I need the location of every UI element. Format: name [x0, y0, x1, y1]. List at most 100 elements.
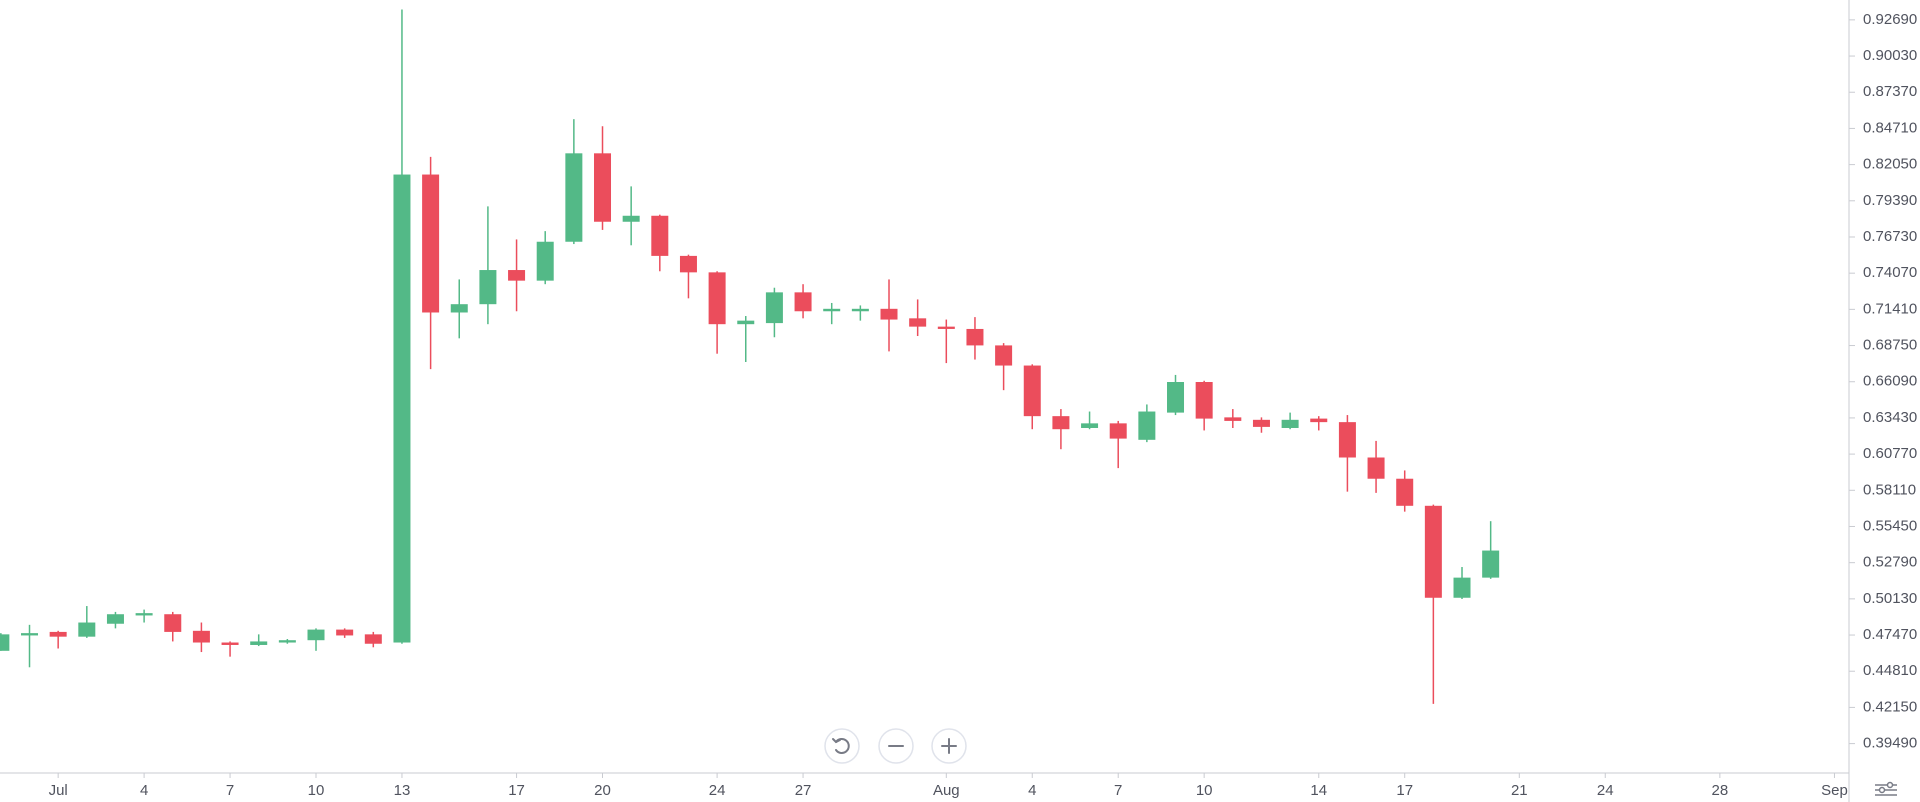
- candle-body: [1023, 365, 1041, 417]
- settings-button[interactable]: [1875, 781, 1897, 796]
- x-tick-label: 27: [795, 782, 812, 799]
- candle-body: [1338, 422, 1356, 458]
- candle-body: [336, 629, 354, 636]
- x-tick-label: 4: [140, 782, 148, 799]
- reset-arrow: [832, 738, 841, 744]
- candle-body: [1453, 577, 1471, 598]
- x-tick-label: 14: [1310, 782, 1327, 799]
- candle-body: [250, 641, 268, 645]
- y-tick-label: 0.39490: [1863, 735, 1917, 752]
- plot-area: 0.39490 0.42150 0.44810 0.47470 0.50130 0.527…: [0, 9, 1917, 799]
- x-tick-label: 20: [594, 782, 611, 799]
- candle-body: [622, 215, 640, 222]
- settings-knob: [1878, 786, 1886, 794]
- candle-body: [1195, 382, 1213, 419]
- y-tick-label: 0.60770: [1863, 445, 1917, 462]
- candle-body: [565, 153, 583, 242]
- y-tick-label: 0.74070: [1863, 264, 1917, 281]
- candle-body: [21, 633, 39, 636]
- candle-body: [909, 318, 927, 327]
- candle-body: [422, 174, 440, 313]
- candle-body: [192, 630, 210, 643]
- candle-body: [708, 272, 726, 325]
- candle-body: [0, 634, 10, 651]
- x-tick-label: Jul: [49, 782, 68, 799]
- y-tick-label: 0.42150: [1863, 698, 1917, 715]
- candle-body: [479, 270, 497, 305]
- candle-body: [1224, 417, 1242, 421]
- candle-body: [1396, 478, 1414, 506]
- candle-body: [851, 308, 869, 312]
- candle-body: [307, 629, 325, 641]
- reset-button-circle[interactable]: [824, 728, 860, 764]
- y-tick-label: 0.66090: [1863, 373, 1917, 390]
- y-tick-label: 0.82050: [1863, 156, 1917, 173]
- y-tick-label: 0.71410: [1863, 300, 1917, 317]
- candle-body: [164, 614, 182, 632]
- candle-body: [1052, 416, 1070, 430]
- settings-knob: [1886, 781, 1894, 789]
- y-tick-label: 0.47470: [1863, 626, 1917, 643]
- zoom-out-button[interactable]: [878, 728, 914, 764]
- candle-body: [1310, 418, 1328, 423]
- zoom-in-button[interactable]: [931, 728, 967, 764]
- candle-body: [221, 642, 239, 645]
- candle-body: [278, 640, 296, 643]
- y-tick-label: 0.68750: [1863, 337, 1917, 354]
- x-tick-label: 10: [1196, 782, 1213, 799]
- candle-body: [880, 308, 898, 320]
- x-tick-label: 28: [1712, 782, 1729, 799]
- candle-body: [1482, 550, 1500, 578]
- y-tick-label: 0.63430: [1863, 409, 1917, 426]
- candle-body: [1138, 411, 1156, 440]
- y-tick-label: 0.84710: [1863, 119, 1917, 136]
- candle-body: [1367, 457, 1385, 479]
- candle-body: [651, 215, 669, 256]
- candle-body: [450, 304, 468, 313]
- candle-body: [823, 308, 841, 312]
- candle-body: [1081, 423, 1099, 428]
- candle-body: [1424, 505, 1442, 598]
- x-tick-label: 17: [1396, 782, 1413, 799]
- y-tick-label: 0.90030: [1863, 47, 1917, 64]
- candle-body: [393, 174, 411, 643]
- candle-body: [594, 153, 612, 222]
- candle-body: [1252, 419, 1270, 427]
- candle-body: [536, 241, 554, 281]
- candle-body: [78, 622, 96, 637]
- candle-body: [135, 613, 153, 616]
- x-tick-label: Aug: [933, 782, 960, 799]
- x-tick-label: 21: [1511, 782, 1528, 799]
- x-tick-label: 7: [226, 782, 234, 799]
- x-tick-label: 13: [394, 782, 411, 799]
- y-tick-label: 0.92690: [1863, 11, 1917, 28]
- reset-button[interactable]: [824, 728, 860, 764]
- y-tick-label: 0.52790: [1863, 554, 1917, 571]
- y-tick-label: 0.44810: [1863, 662, 1917, 679]
- candle-body: [995, 345, 1013, 366]
- y-tick-label: 0.87370: [1863, 83, 1917, 100]
- x-tick-label: 24: [1597, 782, 1614, 799]
- candle-body: [679, 255, 697, 273]
- x-tick-label: 17: [508, 782, 525, 799]
- candle-body: [1167, 382, 1185, 413]
- candle-body: [765, 292, 783, 324]
- x-tick-label: 4: [1028, 782, 1036, 799]
- y-tick-label: 0.79390: [1863, 192, 1917, 209]
- y-tick-label: 0.58110: [1863, 481, 1916, 498]
- candle-body: [794, 292, 812, 312]
- x-tick-label: Sep: [1821, 782, 1848, 799]
- candle-body: [966, 328, 984, 346]
- candle-body: [1109, 423, 1127, 439]
- candle-body: [1281, 419, 1299, 428]
- candle-body: [737, 320, 755, 325]
- candle-body: [937, 326, 955, 329]
- x-tick-label: 24: [709, 782, 726, 799]
- x-tick-label: 7: [1114, 782, 1122, 799]
- candle-body: [49, 631, 67, 637]
- candle-body: [508, 270, 526, 281]
- y-tick-label: 0.50130: [1863, 590, 1917, 607]
